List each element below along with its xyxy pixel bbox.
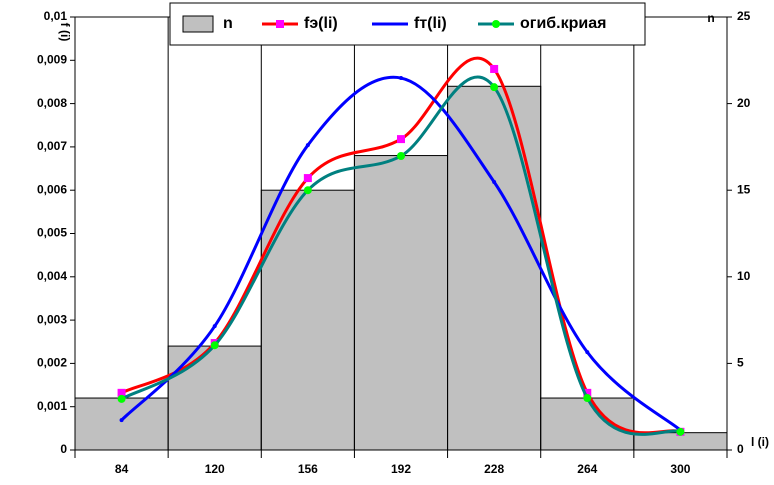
marker <box>210 341 219 350</box>
y-tick-label: 0,005 <box>37 226 67 240</box>
marker <box>117 394 126 403</box>
y2-tick-label: 5 <box>737 356 744 370</box>
y2-tick-label: 20 <box>737 96 751 110</box>
marker <box>490 83 499 92</box>
x-axis-label: l (i) <box>751 435 769 449</box>
bar <box>447 85 542 451</box>
marker <box>303 186 312 195</box>
marker <box>212 324 217 329</box>
y-tick-label: 0,006 <box>37 182 67 196</box>
bar <box>167 345 262 451</box>
x-tick-label: 228 <box>484 462 504 476</box>
y-tick-label: 0,01 <box>44 9 68 23</box>
y-tick-label: 0,008 <box>37 96 67 110</box>
marker <box>583 388 592 397</box>
x-tick-label: 156 <box>298 462 318 476</box>
y-tick-label: 0,007 <box>37 139 67 153</box>
legend-label: fэ(li) <box>304 15 338 32</box>
y-tick-label: 0,001 <box>37 399 67 413</box>
marker <box>119 418 124 423</box>
bar <box>540 397 635 451</box>
marker <box>585 350 590 355</box>
legend-label: n <box>223 15 233 32</box>
line <box>120 56 682 435</box>
legend-box <box>169 2 646 46</box>
bar <box>260 189 355 451</box>
marker <box>492 179 497 184</box>
bar <box>353 155 449 451</box>
x-tick-label: 192 <box>391 462 411 476</box>
marker <box>490 64 499 73</box>
y2-axis-label: n <box>707 11 714 25</box>
marker <box>397 135 405 144</box>
x-tick-label: 120 <box>205 462 225 476</box>
y-axis-label: f (i) <box>58 23 72 42</box>
legend-label: fт(li) <box>414 15 447 32</box>
legend-swatch <box>182 15 214 33</box>
line <box>120 75 681 436</box>
marker <box>399 76 403 81</box>
x-tick-label: 300 <box>670 462 690 476</box>
y2-tick-label: 0 <box>737 442 744 456</box>
marker <box>397 151 405 160</box>
y2-tick-label: 25 <box>737 9 751 23</box>
x-tick-label: 264 <box>577 462 597 476</box>
y2-tick-label: 15 <box>737 182 751 196</box>
y2-tick-label: 10 <box>737 269 751 283</box>
marker <box>303 174 312 183</box>
y-tick-label: 0,009 <box>37 52 67 66</box>
y-tick-label: 0,004 <box>37 269 67 283</box>
legend-marker <box>492 20 500 28</box>
y-tick-label: 0 <box>60 442 67 456</box>
marker <box>583 394 592 403</box>
bar <box>74 397 169 451</box>
y-tick-label: 0,003 <box>37 312 67 326</box>
legend-label: огиб.криая <box>520 15 606 32</box>
marker <box>117 388 126 397</box>
marker <box>305 143 310 148</box>
y-tick-label: 0,002 <box>37 356 67 370</box>
marker <box>676 427 685 436</box>
legend-marker <box>276 20 284 28</box>
x-tick-label: 84 <box>115 462 129 476</box>
